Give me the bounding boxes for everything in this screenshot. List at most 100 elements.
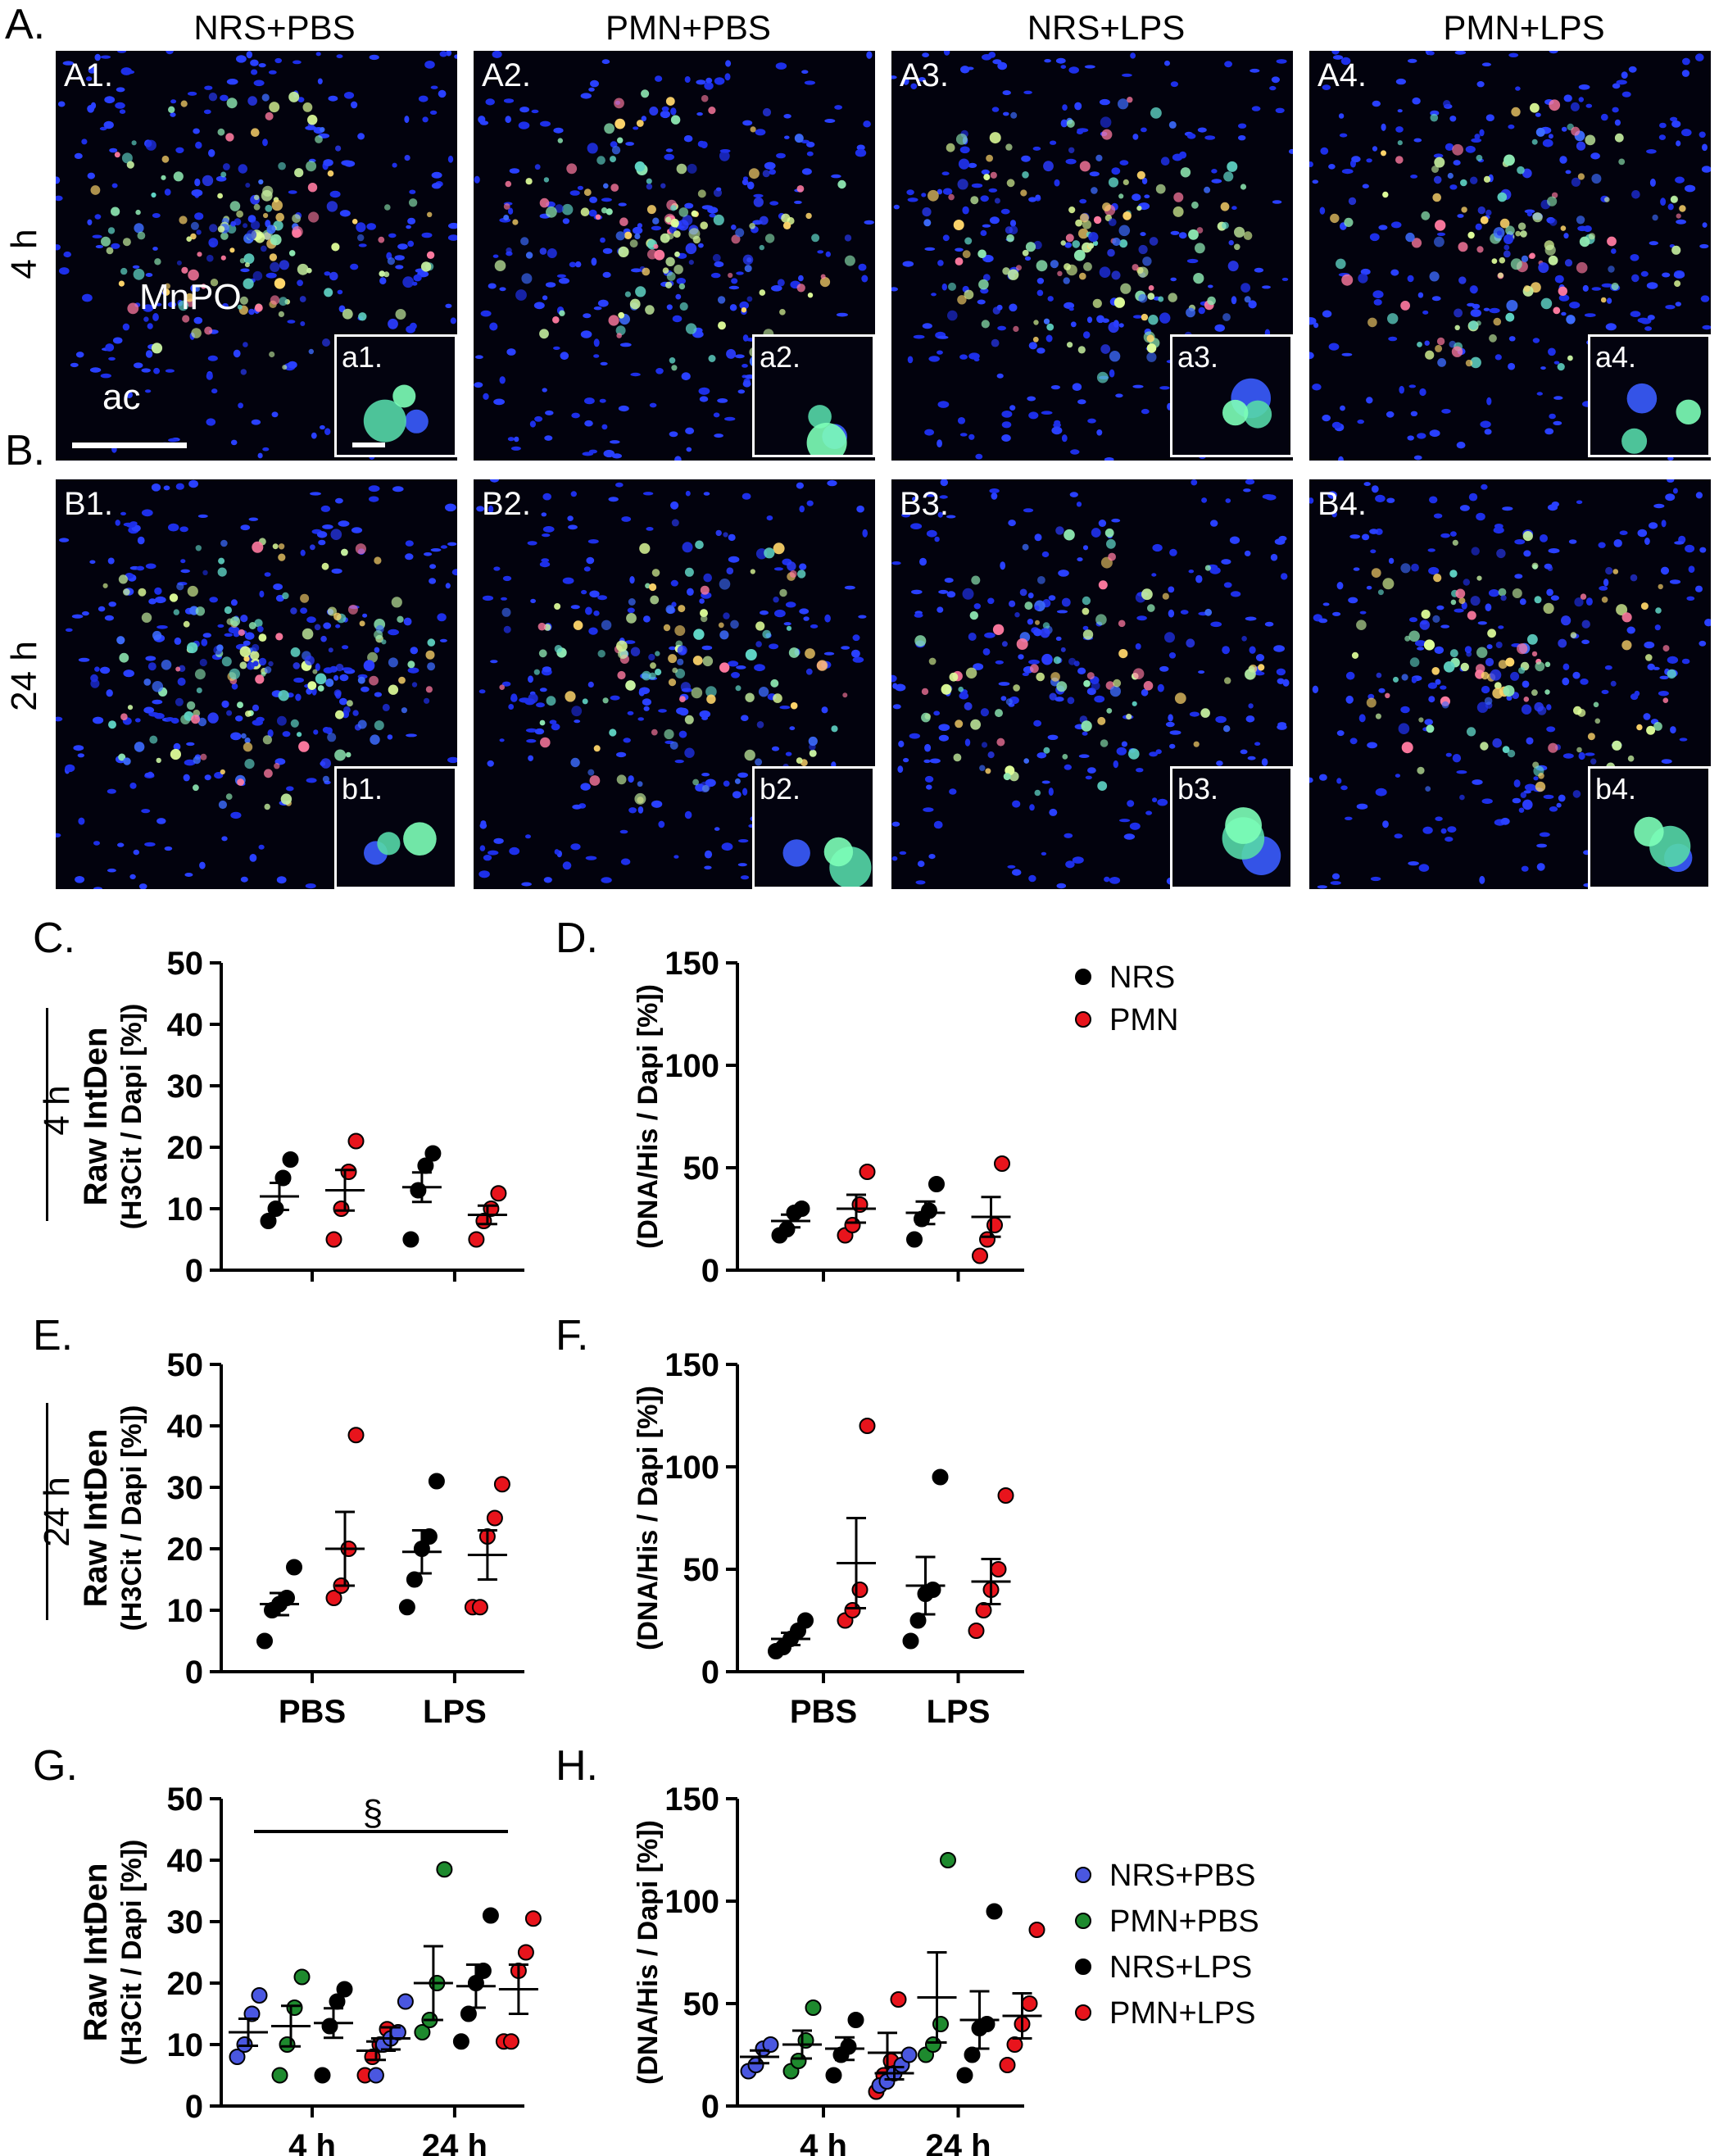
cell [315, 135, 323, 143]
cell [127, 302, 139, 315]
y-tick-label: 10 [167, 1593, 204, 1629]
nucleus [968, 162, 977, 168]
nucleus [1041, 411, 1053, 415]
cell [762, 107, 772, 117]
cell [1068, 147, 1075, 153]
nucleus [1549, 51, 1558, 54]
x-tick-label: 4 h [288, 2128, 336, 2156]
nucleus [968, 352, 980, 360]
nucleus [70, 362, 79, 368]
nucleus [505, 116, 511, 124]
cell [1079, 213, 1089, 223]
nucleus [483, 393, 489, 400]
y-tick-label: 0 [701, 2089, 719, 2125]
y-tick-label: 50 [167, 1782, 204, 1818]
cell [182, 315, 190, 323]
nucleus [329, 190, 341, 198]
x-tick-label: 24 h [925, 2128, 991, 2156]
nucleus [193, 316, 203, 325]
data-point [325, 1231, 342, 1248]
nucleus [187, 91, 197, 96]
cell [662, 267, 669, 275]
data-point [314, 2067, 331, 2084]
cell [253, 203, 261, 211]
cell [1136, 170, 1145, 179]
nucleus [1480, 420, 1491, 429]
nucleus [1341, 169, 1354, 175]
nucleus [74, 152, 83, 159]
nucleus [902, 261, 914, 267]
nucleus [729, 304, 737, 311]
nucleus [87, 172, 95, 179]
cell [270, 295, 280, 305]
cell [1204, 186, 1211, 193]
cell [154, 258, 161, 266]
nucleus [1047, 296, 1054, 302]
cell [746, 296, 753, 302]
nucleus [922, 323, 932, 329]
nucleus [424, 61, 435, 69]
nucleus [1449, 116, 1457, 122]
nucleus [1065, 158, 1077, 165]
data-point [347, 1427, 365, 1444]
nucleus [108, 356, 116, 361]
nucleus [288, 361, 297, 369]
nucleus [1395, 78, 1406, 85]
legend-label: PMN+LPS [1109, 1996, 1256, 2031]
nucleus [1077, 399, 1086, 405]
cell [292, 226, 303, 238]
nucleus [977, 299, 986, 305]
cell [402, 276, 415, 288]
nucleus [1141, 408, 1150, 415]
cell [1008, 269, 1019, 280]
nucleus [1508, 336, 1516, 342]
nucleus [1170, 230, 1180, 235]
nucleus [1179, 151, 1187, 159]
nucleus [630, 372, 641, 377]
nucleus [1470, 309, 1481, 317]
cell [324, 288, 333, 297]
cell [652, 217, 660, 225]
nucleus [166, 51, 174, 55]
nucleus [320, 424, 325, 430]
cell [615, 325, 626, 336]
inset-cells [806, 405, 847, 455]
nucleus [324, 428, 331, 435]
nucleus [421, 232, 433, 238]
nucleus [152, 313, 159, 321]
nucleus [369, 54, 379, 61]
nucleus [409, 189, 416, 194]
cell [634, 161, 646, 172]
cell [243, 253, 255, 265]
nucleus [1322, 84, 1331, 90]
cell [1006, 179, 1015, 188]
nucleus [1130, 52, 1136, 59]
nucleus [1312, 384, 1322, 391]
micrograph-a1: A1. a1. [56, 51, 457, 461]
nucleus [705, 77, 713, 84]
nucleus [111, 183, 118, 188]
cell [948, 193, 955, 201]
cell [977, 249, 986, 259]
cell [796, 284, 805, 293]
nucleus [193, 128, 200, 134]
nucleus [1441, 408, 1451, 414]
nucleus [1649, 241, 1658, 246]
data-point [932, 2016, 949, 2032]
nucleus [602, 247, 613, 254]
nucleus [739, 301, 749, 310]
nucleus [439, 51, 447, 57]
nucleus [1068, 306, 1074, 311]
cell [240, 369, 247, 375]
nucleus [1275, 107, 1285, 113]
cell [288, 91, 300, 102]
inset-cells [363, 384, 429, 443]
nucleus [1288, 148, 1293, 154]
nucleus [1373, 299, 1382, 306]
nucleus [1601, 283, 1613, 288]
nucleus [1532, 338, 1540, 343]
cell [1159, 312, 1171, 324]
nucleus [1115, 393, 1123, 398]
micrograph-cells [891, 51, 1293, 461]
nucleus [1413, 138, 1422, 143]
